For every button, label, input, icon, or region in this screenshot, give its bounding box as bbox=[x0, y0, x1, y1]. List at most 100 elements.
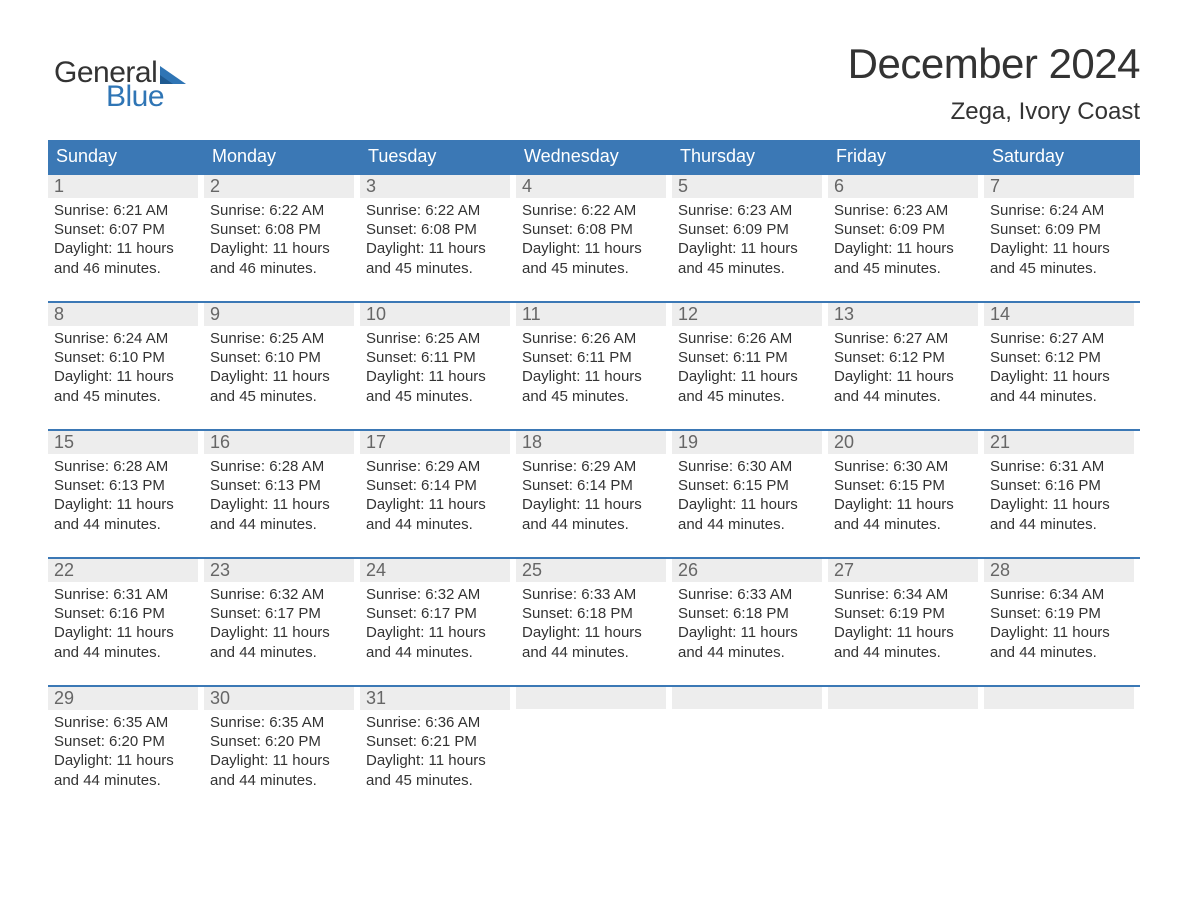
day-cell bbox=[984, 687, 1140, 813]
day-details: Sunrise: 6:35 AMSunset: 6:20 PMDaylight:… bbox=[204, 713, 354, 790]
day-details: Sunrise: 6:36 AMSunset: 6:21 PMDaylight:… bbox=[360, 713, 510, 790]
day-number: 29 bbox=[48, 687, 198, 710]
day-details: Sunrise: 6:23 AMSunset: 6:09 PMDaylight:… bbox=[828, 201, 978, 278]
day-cell: 25 Sunrise: 6:33 AMSunset: 6:18 PMDayligh… bbox=[516, 559, 672, 685]
day-cell: 9Sunrise: 6:25 AMSunset: 6:10 PMDaylight… bbox=[204, 303, 360, 429]
day-number: 28 bbox=[984, 559, 1134, 582]
day-cell: 29 Sunrise: 6:35 AMSunset: 6:20 PMDayligh… bbox=[48, 687, 204, 813]
day-details: Sunrise: 6:22 AMSunset: 6:08 PMDaylight:… bbox=[516, 201, 666, 278]
day-details: Sunrise: 6:30 AMSunset: 6:15 PMDaylight:… bbox=[828, 457, 978, 534]
week-row: 1 Sunrise: 6:21 AMSunset: 6:07 PMDaylight… bbox=[48, 173, 1140, 301]
weekday-header: Sunday bbox=[48, 140, 204, 173]
weeks-container: 1 Sunrise: 6:21 AMSunset: 6:07 PMDaylight… bbox=[48, 173, 1140, 813]
day-cell: 10 Sunrise: 6:25 AMSunset: 6:11 PMDayligh… bbox=[360, 303, 516, 429]
day-number: 30 bbox=[204, 687, 354, 710]
day-cell: 3Sunrise: 6:22 AMSunset: 6:08 PMDaylight… bbox=[360, 175, 516, 301]
location-text: Zega, Ivory Coast bbox=[848, 98, 1140, 126]
day-cell: 19Sunrise: 6:30 AMSunset: 6:15 PMDayligh… bbox=[672, 431, 828, 557]
title-block: December 2024 Zega, Ivory Coast bbox=[848, 40, 1140, 126]
calendar: SundayMondayTuesdayWednesdayThursdayFrid… bbox=[48, 140, 1140, 813]
day-number: 11 bbox=[516, 303, 666, 326]
week-row: 22Sunrise: 6:31 AMSunset: 6:16 PMDayligh… bbox=[48, 557, 1140, 685]
weekday-header-row: SundayMondayTuesdayWednesdayThursdayFrid… bbox=[48, 140, 1140, 173]
month-title: December 2024 bbox=[848, 40, 1140, 88]
day-number: 31 bbox=[360, 687, 510, 710]
day-cell: 17 Sunrise: 6:29 AMSunset: 6:14 PMDayligh… bbox=[360, 431, 516, 557]
weekday-header: Saturday bbox=[984, 140, 1140, 173]
day-number bbox=[828, 687, 978, 709]
day-cell: 31 Sunrise: 6:36 AMSunset: 6:21 PMDayligh… bbox=[360, 687, 516, 813]
day-details: Sunrise: 6:26 AMSunset: 6:11 PMDaylight:… bbox=[672, 329, 822, 406]
day-details: Sunrise: 6:25 AMSunset: 6:11 PMDaylight:… bbox=[360, 329, 510, 406]
day-cell: 14 Sunrise: 6:27 AMSunset: 6:12 PMDayligh… bbox=[984, 303, 1140, 429]
weekday-header: Monday bbox=[204, 140, 360, 173]
day-cell: 21 Sunrise: 6:31 AMSunset: 6:16 PMDayligh… bbox=[984, 431, 1140, 557]
day-cell bbox=[672, 687, 828, 813]
day-cell: 13 Sunrise: 6:27 AMSunset: 6:12 PMDayligh… bbox=[828, 303, 984, 429]
day-number bbox=[984, 687, 1134, 709]
day-cell: 16Sunrise: 6:28 AMSunset: 6:13 PMDayligh… bbox=[204, 431, 360, 557]
logo-text-blue: Blue bbox=[106, 82, 186, 112]
day-details: Sunrise: 6:28 AMSunset: 6:13 PMDaylight:… bbox=[204, 457, 354, 534]
day-number: 21 bbox=[984, 431, 1134, 454]
day-details: Sunrise: 6:30 AMSunset: 6:15 PMDaylight:… bbox=[672, 457, 822, 534]
day-cell: 8 Sunrise: 6:24 AMSunset: 6:10 PMDaylight… bbox=[48, 303, 204, 429]
day-cell: 27 Sunrise: 6:34 AMSunset: 6:19 PMDayligh… bbox=[828, 559, 984, 685]
header: General Blue December 2024 Zega, Ivory C… bbox=[48, 40, 1140, 126]
day-cell bbox=[828, 687, 984, 813]
day-number: 25 bbox=[516, 559, 666, 582]
weekday-header: Friday bbox=[828, 140, 984, 173]
day-number: 23 bbox=[204, 559, 354, 582]
day-details: Sunrise: 6:32 AMSunset: 6:17 PMDaylight:… bbox=[204, 585, 354, 662]
day-number: 17 bbox=[360, 431, 510, 454]
day-number: 8 bbox=[48, 303, 198, 326]
day-number: 2 bbox=[204, 175, 354, 198]
day-number: 1 bbox=[48, 175, 198, 198]
day-cell: 26Sunrise: 6:33 AMSunset: 6:18 PMDayligh… bbox=[672, 559, 828, 685]
day-number: 6 bbox=[828, 175, 978, 198]
day-number: 20 bbox=[828, 431, 978, 454]
day-cell: 22Sunrise: 6:31 AMSunset: 6:16 PMDayligh… bbox=[48, 559, 204, 685]
day-cell: 7 Sunrise: 6:24 AMSunset: 6:09 PMDaylight… bbox=[984, 175, 1140, 301]
day-cell: 23 Sunrise: 6:32 AMSunset: 6:17 PMDayligh… bbox=[204, 559, 360, 685]
day-cell: 5Sunrise: 6:23 AMSunset: 6:09 PMDaylight… bbox=[672, 175, 828, 301]
day-details: Sunrise: 6:27 AMSunset: 6:12 PMDaylight:… bbox=[828, 329, 978, 406]
day-details: Sunrise: 6:31 AMSunset: 6:16 PMDaylight:… bbox=[48, 585, 198, 662]
day-number: 14 bbox=[984, 303, 1134, 326]
day-details: Sunrise: 6:23 AMSunset: 6:09 PMDaylight:… bbox=[672, 201, 822, 278]
day-details: Sunrise: 6:35 AMSunset: 6:20 PMDaylight:… bbox=[48, 713, 198, 790]
day-details: Sunrise: 6:26 AMSunset: 6:11 PMDaylight:… bbox=[516, 329, 666, 406]
day-details: Sunrise: 6:34 AMSunset: 6:19 PMDaylight:… bbox=[828, 585, 978, 662]
weekday-header: Thursday bbox=[672, 140, 828, 173]
weekday-header: Wednesday bbox=[516, 140, 672, 173]
day-number bbox=[672, 687, 822, 709]
day-number: 10 bbox=[360, 303, 510, 326]
day-details: Sunrise: 6:29 AMSunset: 6:14 PMDaylight:… bbox=[516, 457, 666, 534]
day-cell: 4 Sunrise: 6:22 AMSunset: 6:08 PMDaylight… bbox=[516, 175, 672, 301]
day-number: 12 bbox=[672, 303, 822, 326]
day-cell: 1 Sunrise: 6:21 AMSunset: 6:07 PMDaylight… bbox=[48, 175, 204, 301]
day-number: 3 bbox=[360, 175, 510, 198]
day-cell bbox=[516, 687, 672, 813]
day-cell: 30 Sunrise: 6:35 AMSunset: 6:20 PMDayligh… bbox=[204, 687, 360, 813]
week-row: 15Sunrise: 6:28 AMSunset: 6:13 PMDayligh… bbox=[48, 429, 1140, 557]
day-details: Sunrise: 6:24 AMSunset: 6:10 PMDaylight:… bbox=[48, 329, 198, 406]
day-details: Sunrise: 6:21 AMSunset: 6:07 PMDaylight:… bbox=[48, 201, 198, 278]
day-number: 7 bbox=[984, 175, 1134, 198]
day-cell: 6 Sunrise: 6:23 AMSunset: 6:09 PMDaylight… bbox=[828, 175, 984, 301]
day-number: 27 bbox=[828, 559, 978, 582]
week-row: 29 Sunrise: 6:35 AMSunset: 6:20 PMDayligh… bbox=[48, 685, 1140, 813]
day-details: Sunrise: 6:24 AMSunset: 6:09 PMDaylight:… bbox=[984, 201, 1134, 278]
day-details: Sunrise: 6:27 AMSunset: 6:12 PMDaylight:… bbox=[984, 329, 1134, 406]
week-row: 8 Sunrise: 6:24 AMSunset: 6:10 PMDaylight… bbox=[48, 301, 1140, 429]
day-details: Sunrise: 6:32 AMSunset: 6:17 PMDaylight:… bbox=[360, 585, 510, 662]
day-number: 13 bbox=[828, 303, 978, 326]
day-details: Sunrise: 6:31 AMSunset: 6:16 PMDaylight:… bbox=[984, 457, 1134, 534]
day-number: 4 bbox=[516, 175, 666, 198]
day-details: Sunrise: 6:33 AMSunset: 6:18 PMDaylight:… bbox=[516, 585, 666, 662]
weekday-header: Tuesday bbox=[360, 140, 516, 173]
day-details: Sunrise: 6:29 AMSunset: 6:14 PMDaylight:… bbox=[360, 457, 510, 534]
day-cell: 28Sunrise: 6:34 AMSunset: 6:19 PMDayligh… bbox=[984, 559, 1140, 685]
day-cell: 12 Sunrise: 6:26 AMSunset: 6:11 PMDayligh… bbox=[672, 303, 828, 429]
day-details: Sunrise: 6:25 AMSunset: 6:10 PMDaylight:… bbox=[204, 329, 354, 406]
